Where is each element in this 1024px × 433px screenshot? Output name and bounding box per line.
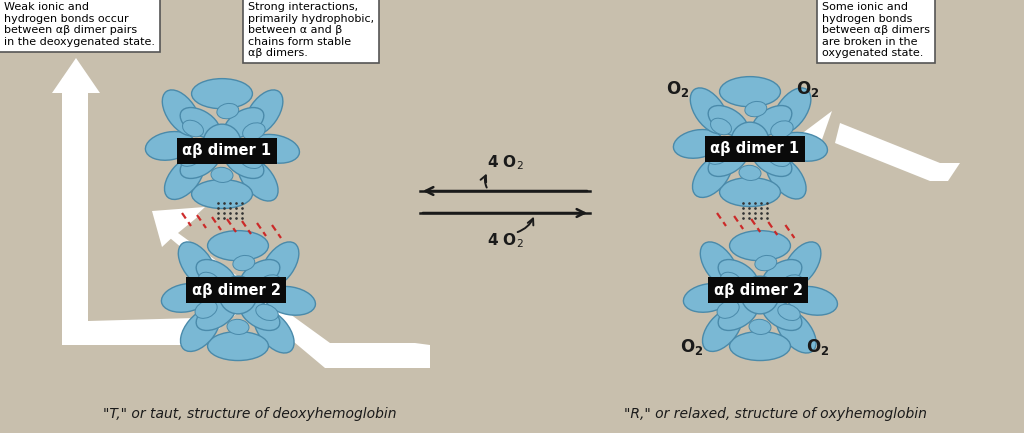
Ellipse shape — [721, 272, 741, 289]
Ellipse shape — [162, 284, 210, 312]
Ellipse shape — [197, 300, 236, 330]
Ellipse shape — [165, 156, 204, 200]
Ellipse shape — [773, 88, 811, 134]
Text: αβ dimer 1: αβ dimer 1 — [182, 143, 271, 158]
Ellipse shape — [778, 304, 800, 320]
Ellipse shape — [238, 157, 279, 201]
Ellipse shape — [232, 255, 255, 271]
Text: Strong interactions,
primarily hydrophobic,
between α and β
chains form stable
α: Strong interactions, primarily hydrophob… — [248, 2, 374, 58]
Ellipse shape — [755, 255, 777, 271]
Polygon shape — [52, 58, 100, 93]
Ellipse shape — [739, 165, 761, 181]
Ellipse shape — [690, 88, 728, 134]
Ellipse shape — [208, 231, 268, 261]
Ellipse shape — [709, 106, 748, 136]
Text: "T," or taut, structure of deoxyhemoglobin: "T," or taut, structure of deoxyhemoglob… — [103, 407, 396, 421]
Ellipse shape — [224, 148, 264, 178]
Polygon shape — [62, 78, 88, 321]
Ellipse shape — [256, 304, 279, 320]
Ellipse shape — [208, 332, 268, 361]
Ellipse shape — [768, 150, 791, 167]
Ellipse shape — [720, 178, 780, 207]
Ellipse shape — [180, 107, 220, 138]
Ellipse shape — [265, 286, 315, 315]
Ellipse shape — [197, 259, 236, 290]
Ellipse shape — [243, 123, 265, 140]
Ellipse shape — [782, 242, 821, 288]
Text: $\mathbf{O_2}$: $\mathbf{O_2}$ — [667, 79, 689, 99]
Ellipse shape — [241, 259, 280, 290]
Ellipse shape — [731, 122, 769, 160]
Ellipse shape — [254, 309, 294, 353]
Ellipse shape — [199, 272, 219, 289]
Ellipse shape — [162, 90, 201, 136]
Text: $\mathbf{O_2}$: $\mathbf{O_2}$ — [797, 79, 819, 99]
Ellipse shape — [718, 300, 758, 330]
Ellipse shape — [145, 132, 195, 160]
Text: "R," or relaxed, structure of oxyhemoglobin: "R," or relaxed, structure of oxyhemoglo… — [624, 407, 927, 421]
Ellipse shape — [749, 319, 771, 334]
Text: Weak ionic and
hydrogen bonds occur
between αβ dimer pairs
in the deoxygenated s: Weak ionic and hydrogen bonds occur betw… — [4, 2, 155, 47]
Ellipse shape — [683, 284, 732, 312]
Text: αβ dimer 1: αβ dimer 1 — [711, 142, 800, 156]
Ellipse shape — [195, 301, 217, 318]
Ellipse shape — [211, 167, 233, 182]
Ellipse shape — [178, 242, 216, 288]
Text: $\mathbf{O_2}$: $\mathbf{O_2}$ — [680, 337, 703, 357]
Ellipse shape — [762, 259, 802, 290]
Ellipse shape — [227, 319, 249, 334]
Ellipse shape — [702, 308, 742, 352]
Ellipse shape — [762, 300, 802, 330]
Polygon shape — [800, 111, 831, 151]
Ellipse shape — [729, 332, 791, 361]
Ellipse shape — [753, 106, 792, 136]
Ellipse shape — [180, 148, 220, 178]
Polygon shape — [62, 278, 255, 345]
Ellipse shape — [240, 152, 262, 168]
Ellipse shape — [707, 147, 729, 165]
Ellipse shape — [219, 276, 257, 314]
Ellipse shape — [709, 146, 748, 177]
Ellipse shape — [241, 300, 280, 330]
Ellipse shape — [191, 79, 253, 109]
Text: αβ dimer 2: αβ dimer 2 — [714, 282, 803, 297]
Text: αβ dimer 2: αβ dimer 2 — [191, 282, 281, 297]
Ellipse shape — [720, 77, 780, 107]
Ellipse shape — [179, 149, 201, 166]
Ellipse shape — [261, 242, 299, 288]
Ellipse shape — [771, 121, 794, 138]
Ellipse shape — [717, 301, 739, 318]
Ellipse shape — [711, 118, 731, 135]
Ellipse shape — [766, 155, 806, 199]
Ellipse shape — [259, 275, 282, 292]
Polygon shape — [152, 207, 205, 247]
Ellipse shape — [776, 309, 816, 353]
Text: 4 O$_2$: 4 O$_2$ — [486, 232, 523, 250]
Ellipse shape — [180, 308, 220, 352]
Ellipse shape — [787, 286, 838, 315]
Polygon shape — [170, 213, 430, 368]
Text: Some ionic and
hydrogen bonds
between αβ dimers
are broken in the
oxygenated sta: Some ionic and hydrogen bonds between αβ… — [822, 2, 930, 58]
Ellipse shape — [692, 154, 732, 197]
Ellipse shape — [224, 107, 264, 138]
Ellipse shape — [674, 129, 722, 158]
Ellipse shape — [203, 124, 241, 162]
Ellipse shape — [741, 276, 779, 314]
Ellipse shape — [182, 120, 204, 137]
Text: 4 O$_2$: 4 O$_2$ — [486, 154, 523, 172]
Ellipse shape — [249, 134, 299, 163]
Ellipse shape — [191, 180, 253, 209]
Ellipse shape — [780, 275, 803, 292]
Ellipse shape — [729, 231, 791, 261]
Ellipse shape — [217, 103, 239, 119]
Text: $\mathbf{O_2}$: $\mathbf{O_2}$ — [806, 337, 829, 357]
Ellipse shape — [744, 101, 767, 117]
Ellipse shape — [245, 90, 283, 136]
Polygon shape — [835, 123, 961, 181]
Ellipse shape — [777, 132, 827, 161]
Ellipse shape — [718, 259, 758, 290]
Ellipse shape — [753, 146, 792, 177]
Ellipse shape — [700, 242, 738, 288]
